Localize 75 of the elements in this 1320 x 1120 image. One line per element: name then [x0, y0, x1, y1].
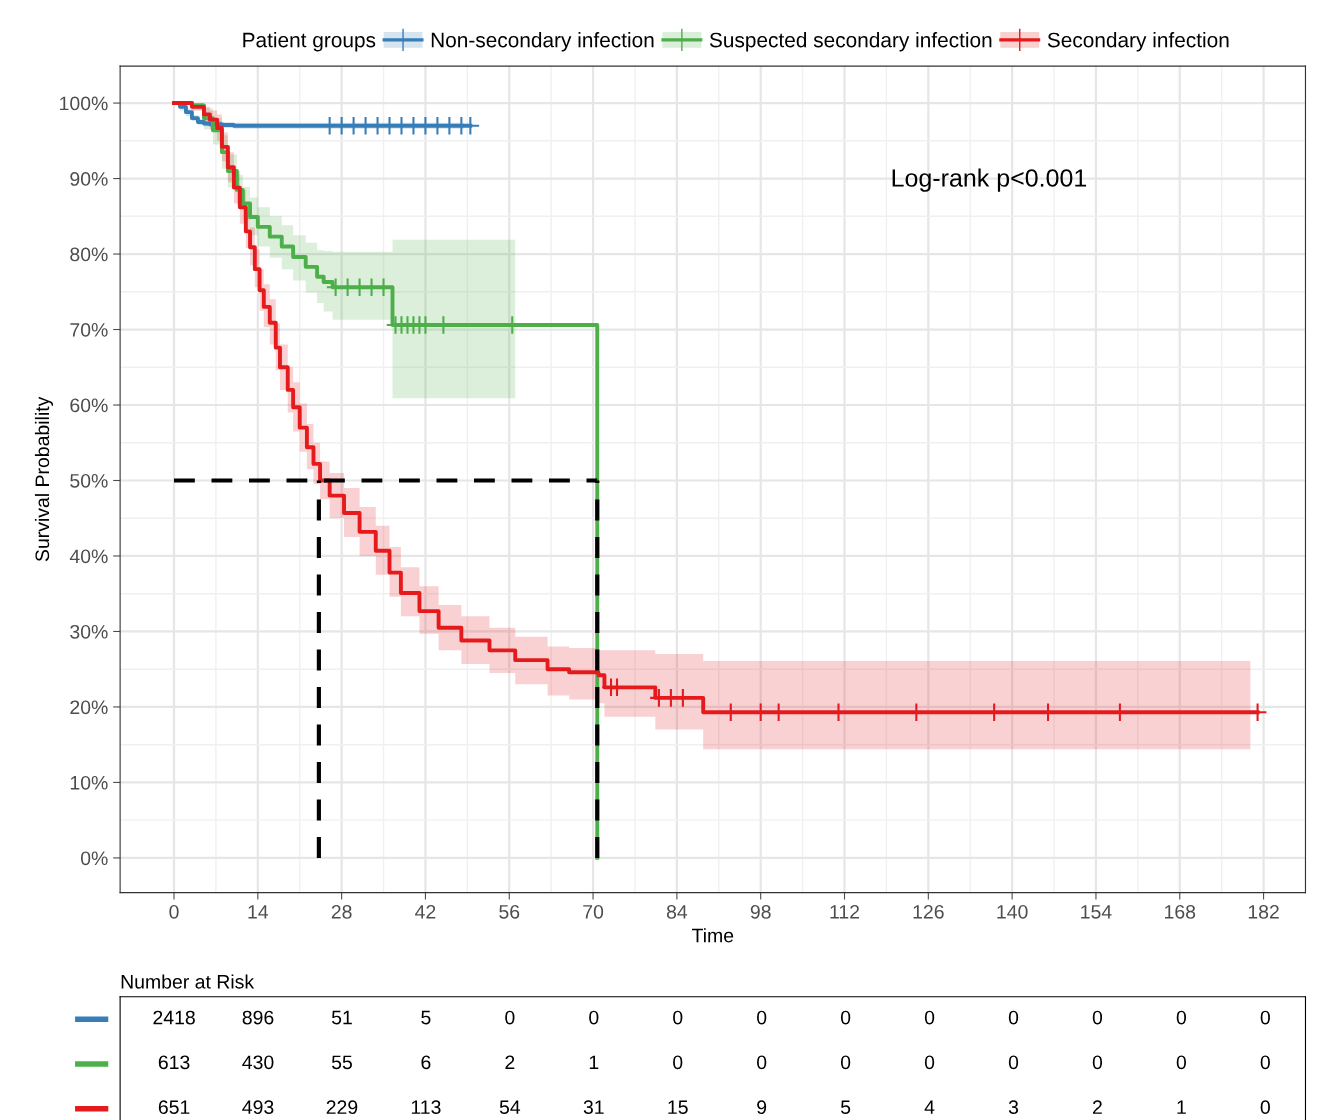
data-label: 0 — [505, 1010, 515, 1025]
data-label: 6 — [421, 1055, 431, 1070]
data-label: 1 — [1177, 1100, 1186, 1114]
y-tick-label: 40% — [69, 549, 108, 564]
data-label: 0 — [1260, 1010, 1270, 1025]
data-label: 0 — [1008, 1010, 1019, 1025]
x-tick-label: 168 — [1165, 904, 1196, 919]
data-label: 0 — [1092, 1010, 1103, 1025]
y-axis-title: Survival Probability — [34, 396, 54, 562]
x-axis-title: Time — [692, 928, 734, 943]
x-tick-label: 112 — [830, 904, 860, 919]
y-tick-label: 10% — [70, 775, 108, 790]
x-tick-label: 42 — [415, 904, 436, 919]
x-tick-label: 140 — [997, 904, 1028, 919]
x-tick-label: 0 — [169, 904, 179, 919]
data-label: 15 — [668, 1100, 688, 1115]
chart-title: Number at Risk — [121, 974, 255, 989]
data-label: 896 — [242, 1010, 274, 1025]
x-tick-label: 126 — [913, 904, 944, 919]
data-label: 2 — [505, 1055, 515, 1070]
data-label: 0 — [757, 1010, 767, 1025]
data-label: 0 — [1176, 1010, 1187, 1025]
x-tick-label: 14 — [248, 905, 269, 919]
data-label: 0 — [1260, 1100, 1270, 1115]
x-tick-label: 84 — [666, 904, 688, 919]
data-label: 0 — [757, 1055, 767, 1070]
y-tick-label: 50% — [70, 473, 108, 488]
data-label: 31 — [583, 1100, 604, 1115]
data-label: 4 — [924, 1100, 935, 1114]
data-label: 0 — [589, 1010, 599, 1025]
data-label: 9 — [757, 1100, 767, 1115]
y-tick-label: 100% — [60, 96, 108, 111]
legend-label: Suspected secondary infection — [709, 32, 992, 52]
data-label: 113 — [411, 1100, 441, 1115]
y-tick-label: 80% — [70, 247, 108, 262]
y-tick-label: 30% — [70, 624, 108, 639]
annotation: Log-rank p<0.001 — [892, 168, 1087, 192]
data-label: 54 — [499, 1100, 521, 1115]
data-label: 0 — [924, 1055, 935, 1070]
data-label: 1 — [589, 1055, 599, 1070]
data-label: 3 — [1008, 1100, 1019, 1115]
x-tick-label: 70 — [583, 904, 604, 919]
data-label: 0 — [840, 1055, 851, 1070]
data-label: 2 — [1093, 1100, 1102, 1114]
data-label: 229 — [326, 1100, 358, 1115]
data-label: 51 — [331, 1010, 352, 1025]
data-label: 55 — [331, 1055, 352, 1070]
legend-label: Non-secondary infection — [431, 32, 654, 52]
data-label: 0 — [673, 1055, 683, 1070]
x-tick-label: 28 — [331, 904, 352, 919]
data-label: 0 — [1260, 1055, 1270, 1070]
data-label: 493 — [242, 1100, 274, 1115]
data-label: 0 — [840, 1010, 851, 1025]
y-tick-label: 60% — [70, 398, 108, 413]
y-tick-label: 20% — [70, 700, 108, 715]
data-label: 5 — [421, 1010, 431, 1025]
data-label: 0 — [1092, 1055, 1103, 1070]
data-label: 2418 — [153, 1010, 195, 1025]
y-tick-label: 70% — [70, 322, 108, 337]
y-tick-label: 0% — [80, 851, 108, 866]
data-label: 651 — [158, 1100, 190, 1115]
y-tick-label: 90% — [70, 172, 108, 186]
data-label: 5 — [840, 1100, 851, 1115]
x-tick-label: 182 — [1248, 904, 1279, 919]
data-label: 613 — [158, 1055, 190, 1070]
data-label: 0 — [1008, 1055, 1019, 1070]
x-tick-label: 98 — [750, 904, 771, 919]
legend-title: Patient groups — [243, 32, 376, 52]
x-tick-label: 56 — [499, 904, 520, 919]
data-label: 0 — [1176, 1055, 1187, 1070]
legend-label: Secondary infection — [1047, 32, 1229, 52]
data-label: 0 — [924, 1010, 935, 1025]
x-tick-label: 154 — [1081, 905, 1112, 919]
data-label: 0 — [673, 1010, 683, 1025]
data-label: 430 — [242, 1055, 274, 1070]
